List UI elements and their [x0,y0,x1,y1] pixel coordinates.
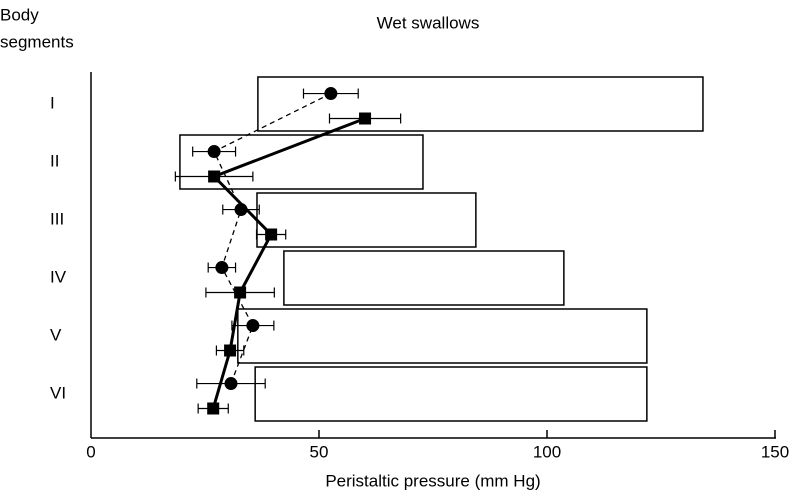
y-tick-label: II [50,151,59,170]
x-tick-label: 150 [761,442,789,461]
y-axis-label: segments [0,32,74,51]
point [207,402,220,415]
range-box [254,366,648,422]
point [207,145,221,159]
x-tick-label: 50 [310,442,329,461]
series-line [211,117,366,409]
x-axis-label: Peristaltic pressure (mm Hg) [325,471,540,490]
point [224,377,238,391]
x-tick-label: 0 [86,442,95,461]
point [265,228,278,241]
range-box [237,308,648,364]
chart-title: Wet swallows [377,13,480,32]
point [246,319,260,333]
point [234,286,247,299]
point [324,87,338,101]
y-tick-label: V [50,325,62,344]
range-box [179,134,424,190]
y-axis-label: Body [0,5,39,24]
range-box [256,192,477,248]
y-tick-label: IV [50,267,67,286]
range-box [283,250,565,306]
point [359,112,372,125]
x-tick-label: 100 [533,442,561,461]
series-line [213,92,332,384]
point [208,170,221,183]
y-tick-label: I [50,93,55,112]
y-tick-label: VI [50,383,66,402]
point [215,261,229,275]
range-box [257,76,704,132]
y-tick-label: III [50,209,64,228]
point [224,344,237,357]
